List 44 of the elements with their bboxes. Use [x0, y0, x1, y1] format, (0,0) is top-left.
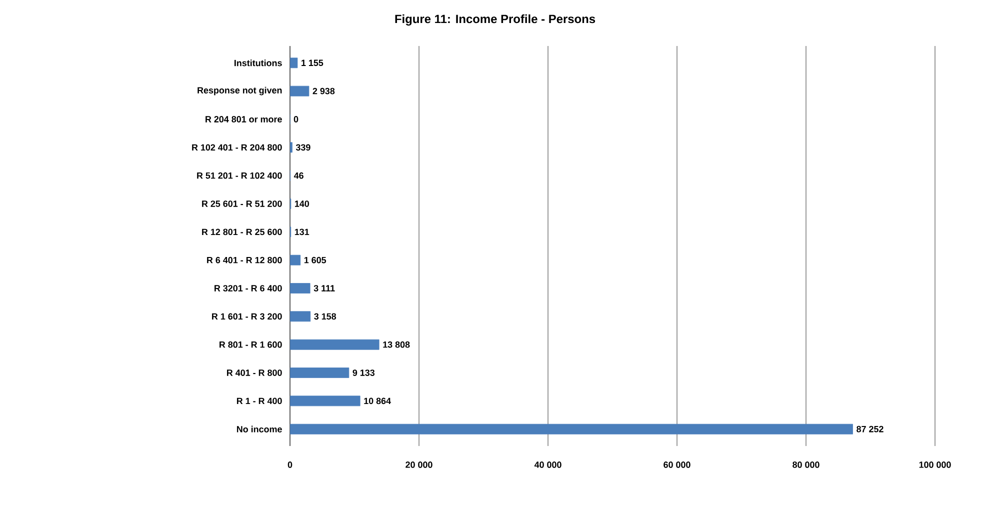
bar [290, 254, 301, 266]
bar [290, 424, 853, 434]
x-tick-label: 60 000 [664, 462, 690, 468]
y-tick-label: R 204 801 or more [206, 116, 282, 122]
y-tick-label: R 25 601 - R 51 200 [202, 200, 282, 207]
data-label: 1 155 [302, 60, 324, 66]
bar [290, 396, 360, 406]
y-tick-label: R 801 - R 1 600 [220, 341, 282, 348]
data-label: 9 133 [352, 370, 375, 376]
y-tick-label: R 401 - R 800 [227, 370, 282, 376]
y-tick-label: R 51 201 - R 102 400 [197, 172, 282, 179]
bar [290, 368, 350, 378]
y-tick-label: R 12 801 - R 25 600 [202, 228, 282, 236]
bar [290, 339, 380, 350]
data-label: 140 [294, 200, 310, 207]
y-tick-label: R 6 401 - R 12 800 [207, 256, 282, 264]
y-tick-label: R 3201 - R 6 400 [214, 285, 282, 292]
bar [290, 86, 310, 96]
data-label: 3 158 [314, 313, 336, 320]
y-tick-label: R 1 601 - R 3 200 [212, 313, 282, 320]
x-tick-label: 100 000 [919, 462, 951, 468]
data-label: 87 252 [856, 426, 884, 432]
chart-title: Figure 11: Income Profile - Persons [395, 14, 596, 26]
y-tick-label: R 102 401 - R 204 800 [192, 144, 282, 151]
data-label: 339 [296, 144, 310, 151]
y-tick-label: No income [236, 426, 282, 432]
bar [290, 283, 310, 294]
x-tick-label: 80 000 [792, 462, 820, 468]
y-tick-label: Response not given [198, 86, 282, 96]
data-label: 2 938 [312, 88, 335, 94]
data-label: 1 605 [304, 256, 326, 264]
x-tick-label: 0 [288, 462, 292, 468]
data-label: 10 864 [364, 398, 391, 404]
data-label: 131 [294, 228, 310, 236]
bar [290, 58, 298, 68]
bar [290, 311, 311, 322]
data-label: 3 111 [314, 285, 335, 292]
x-tick-label: 40 000 [534, 462, 562, 468]
data-label: 0 [294, 116, 298, 122]
data-label: 46 [294, 172, 304, 179]
data-label: 13 808 [383, 341, 410, 348]
x-tick-label: 20 000 [406, 462, 432, 468]
y-tick-label: R 1 - R 400 [236, 398, 282, 404]
y-tick-label: Institutions [234, 60, 282, 66]
